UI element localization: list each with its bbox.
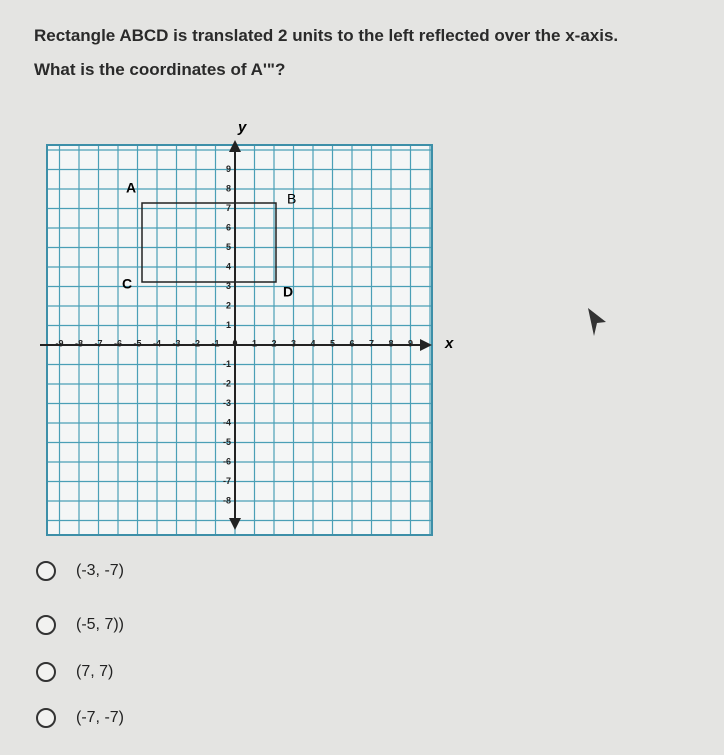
y-tick-label: 5	[226, 242, 231, 252]
graph-border	[46, 144, 433, 536]
y-tick-label: -2	[223, 378, 231, 388]
y-tick-label: 1	[226, 320, 231, 330]
point-label: D	[283, 284, 293, 300]
radio-button[interactable]	[36, 615, 56, 635]
radio-button[interactable]	[36, 561, 56, 581]
x-tick-label: 7	[369, 338, 374, 348]
x-tick-label: 1	[252, 338, 257, 348]
y-axis-label: y	[237, 119, 247, 136]
point-label: A	[126, 180, 136, 196]
option[interactable]: (7, 7)	[36, 659, 113, 685]
graph: x y A B C D -9 -8 -7 -6 -5 -4 -3 -2 -1 0 1 2 3 4 5 6 7 8 9…	[40, 119, 606, 536]
x-tick-label: 0	[232, 338, 237, 348]
y-tick-label: 2	[226, 300, 231, 310]
point-label: B	[287, 191, 296, 207]
option-text: (-5, 7))	[76, 616, 124, 633]
y-tick-label: -7	[223, 476, 231, 486]
x-tick-label: -6	[114, 338, 122, 348]
x-tick-label: 8	[388, 338, 393, 348]
y-tick-label: 7	[226, 203, 231, 213]
y-tick-label: 3	[226, 281, 231, 291]
grid	[47, 145, 432, 535]
x-tick-label: 2	[271, 338, 276, 348]
y-arrow	[229, 518, 241, 530]
x-tick-label: -1	[211, 338, 219, 348]
mouse-cursor	[588, 308, 606, 336]
option[interactable]: (-5, 7))	[36, 612, 124, 638]
x-tick-label: 6	[349, 338, 354, 348]
x-tick-label: 9	[408, 338, 413, 348]
y-tick-label: -8	[223, 495, 231, 505]
x-tick-label: -5	[133, 338, 141, 348]
option-text: (-7, -7)	[76, 709, 124, 726]
rectangle-abcd	[141, 202, 277, 283]
question-line: Rectangle ABCD is translated 2 units to …	[34, 26, 619, 45]
y-tick-label: -1	[223, 359, 231, 369]
x-tick-label: -2	[192, 338, 200, 348]
x-tick-label: 5	[330, 338, 335, 348]
y-tick-label: 9	[226, 164, 231, 174]
option-text: (7, 7)	[76, 663, 114, 680]
radio-button[interactable]	[36, 662, 56, 682]
y-tick-label: 8	[226, 183, 231, 193]
y-tick-label: -4	[223, 417, 231, 427]
x-tick-label: -4	[153, 338, 161, 348]
x-axis-label: x	[444, 335, 454, 352]
option[interactable]: (-3, -7)	[36, 558, 124, 584]
question-line: What is the coordinates of A'"?	[34, 60, 286, 79]
x-tick-label: 4	[310, 338, 315, 348]
x-tick-label: 3	[291, 338, 296, 348]
y-tick-label: -3	[223, 398, 231, 408]
x-arrow	[420, 339, 432, 351]
graph-background	[47, 145, 432, 535]
y-tick-label: 6	[226, 222, 231, 232]
x-tick-label: -7	[94, 338, 102, 348]
x-tick-label: -9	[55, 338, 63, 348]
radio-button[interactable]	[36, 708, 56, 728]
option-text: (-3, -7)	[76, 562, 124, 579]
x-tick-label: -8	[75, 338, 83, 348]
y-tick-label: -6	[223, 456, 231, 466]
option[interactable]: (-7, -7)	[36, 705, 124, 731]
x-tick-label: -3	[172, 338, 180, 348]
y-tick-label: -5	[223, 437, 231, 447]
y-arrow	[229, 140, 241, 152]
point-label: C	[122, 276, 132, 292]
y-tick-label: 4	[226, 261, 231, 271]
